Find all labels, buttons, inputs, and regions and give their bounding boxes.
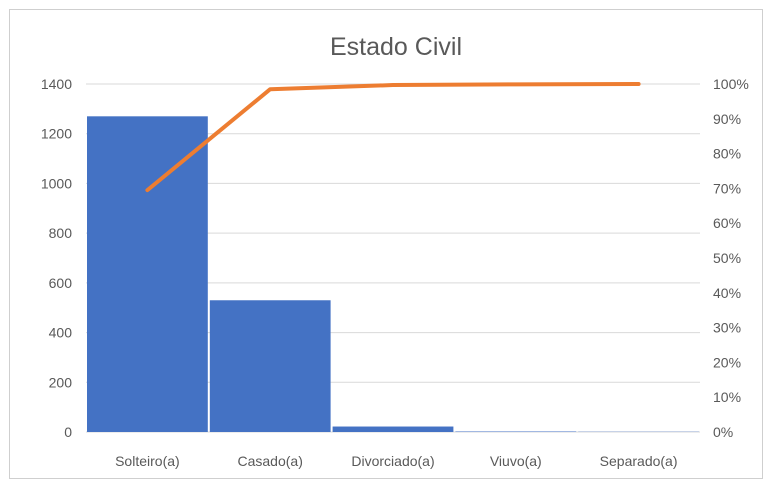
cumulative-percentage-line (147, 84, 638, 190)
left-axis-labels: 0 200 400 600 800 1000 1200 1400 (41, 76, 72, 440)
left-axis-tick-label: 1000 (41, 175, 72, 191)
right-axis-tick-label: 10% (713, 389, 741, 405)
category-label: Separado(a) (600, 453, 678, 469)
left-axis-tick-label: 200 (49, 374, 73, 390)
right-axis-tick-label: 0% (713, 424, 733, 440)
right-axis-tick-label: 80% (713, 146, 741, 162)
right-axis-tick-label: 30% (713, 320, 741, 336)
category-label: Casado(a) (238, 453, 303, 469)
right-axis-tick-label: 40% (713, 285, 741, 301)
left-axis-tick-label: 400 (49, 325, 73, 341)
left-axis-tick-label: 600 (49, 275, 73, 291)
bar-casadoa (210, 300, 331, 432)
category-axis-labels: Solteiro(a) Casado(a) Divorciado(a) Viuvo(a… (115, 453, 677, 469)
right-axis-tick-label: 100% (713, 76, 749, 92)
left-axis-tick-label: 1400 (41, 76, 72, 92)
right-axis-labels: 0% 10% 20% 30% 40% 50% 60% 70% 80% 90% 100% (713, 76, 749, 440)
chart-title: Estado Civil (330, 33, 462, 61)
left-axis-tick-label: 0 (64, 424, 72, 440)
category-label: Divorciado(a) (351, 453, 434, 469)
left-axis-tick-label: 800 (49, 225, 73, 241)
right-axis-tick-label: 50% (713, 250, 741, 266)
category-label: Viuvo(a) (490, 453, 542, 469)
right-axis-tick-label: 70% (713, 180, 741, 196)
right-axis-tick-label: 90% (713, 111, 741, 127)
bar-divorciadoa (333, 427, 454, 432)
right-axis-tick-label: 20% (713, 354, 741, 370)
left-axis-tick-label: 1200 (41, 126, 72, 142)
bar-solteiroa (87, 116, 208, 432)
category-label: Solteiro(a) (115, 453, 180, 469)
right-axis-tick-label: 60% (713, 215, 741, 231)
cumulative-line-series (147, 84, 638, 190)
